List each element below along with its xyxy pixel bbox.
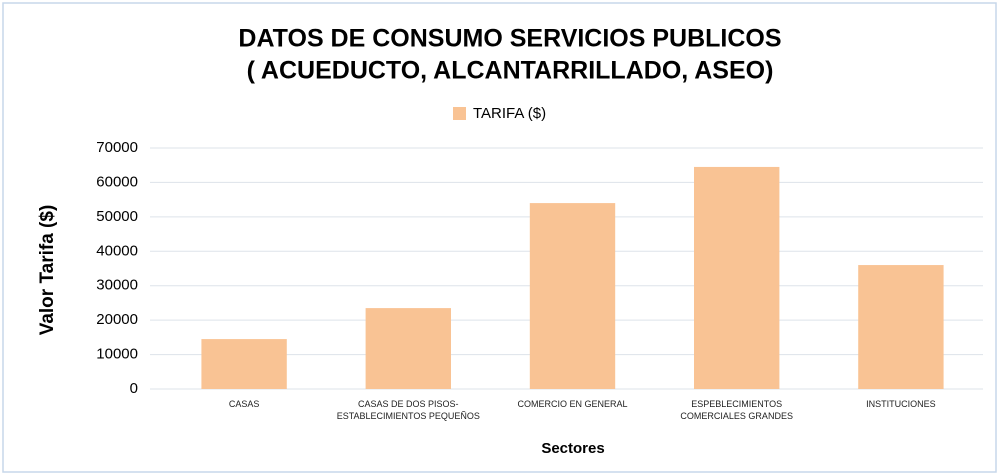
y-tick-label: 10000 [96, 346, 138, 363]
x-tick-label: INSTITUCIONES [866, 399, 936, 409]
y-tick-label: 0 [130, 380, 138, 397]
y-axis-label: Valor Tarifa ($) [37, 205, 58, 336]
x-tick-label: ESPEBLECIMIENTOS COMERCIALES GRANDES [680, 399, 793, 421]
x-axis-label: Sectores [541, 440, 604, 457]
legend-swatch [453, 107, 466, 120]
y-tick-label: 70000 [96, 139, 138, 156]
y-tick-label: 40000 [96, 242, 138, 259]
legend-label: TARIFA ($) [473, 105, 546, 122]
chart-title: ( ACUEDUCTO, ALCANTARRILLADO, ASEO) [247, 57, 774, 85]
y-tick-label: 60000 [96, 173, 138, 190]
x-tick-label: CASAS [228, 399, 260, 409]
bar [201, 339, 287, 389]
y-tick-label: 30000 [96, 277, 138, 294]
bar [365, 308, 451, 389]
x-tick-label: COMERCIO EN GENERAL [517, 399, 628, 409]
chart-title: DATOS DE CONSUMO SERVICIOS PUBLICOS [238, 25, 781, 53]
bar [694, 166, 780, 389]
y-tick-label: 20000 [96, 311, 138, 328]
x-tick-label: CASAS DE DOS PISOS-ESTABLECIMIENTOS PEQU… [336, 399, 480, 421]
bar [529, 203, 616, 389]
y-tick-label: 50000 [96, 208, 138, 225]
bar [858, 265, 944, 389]
